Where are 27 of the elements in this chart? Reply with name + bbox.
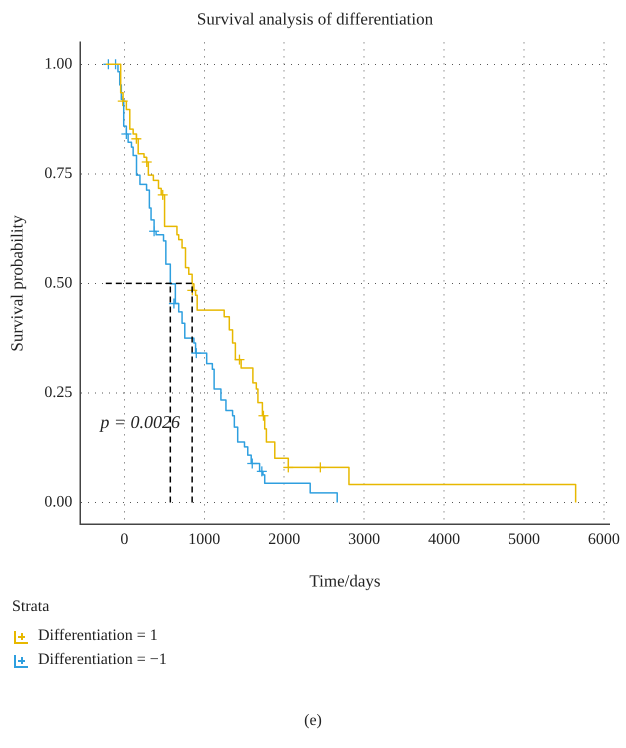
point [157,189,168,201]
y-tick-label: 1.00 [44,56,72,73]
point [258,410,270,422]
point [186,284,198,296]
legend-title: Strata [12,598,50,616]
x-tick-label: 5000 [508,531,540,548]
text: (e) [303,712,323,730]
y-tick-label: 0.00 [44,494,72,511]
x-tick-label: 1000 [188,531,220,548]
y-axis-title: Survival probability [8,214,27,352]
point [256,466,268,478]
point [234,354,246,366]
x-axis-title: Time/days [309,571,381,590]
annotation: p = 0.0026 [98,412,180,432]
x-tick-label: 2000 [268,531,300,548]
x-tick-label: 4000 [428,531,460,548]
chart-title: Survival analysis of differentiation [196,10,434,29]
x-tick-label: 0 [120,531,128,548]
legend-label: Differentiation = 1 [38,627,158,645]
x-tick-label: 3000 [348,531,380,548]
legend-label: Differentiation = −1 [38,651,167,669]
point [117,95,128,107]
y-tick-label: 0.25 [44,384,72,402]
point [130,133,142,144]
y-tick-label: 0.50 [44,274,72,292]
y-tick-label: 0.75 [44,165,72,182]
x-tick-label: 6000 [588,531,620,548]
